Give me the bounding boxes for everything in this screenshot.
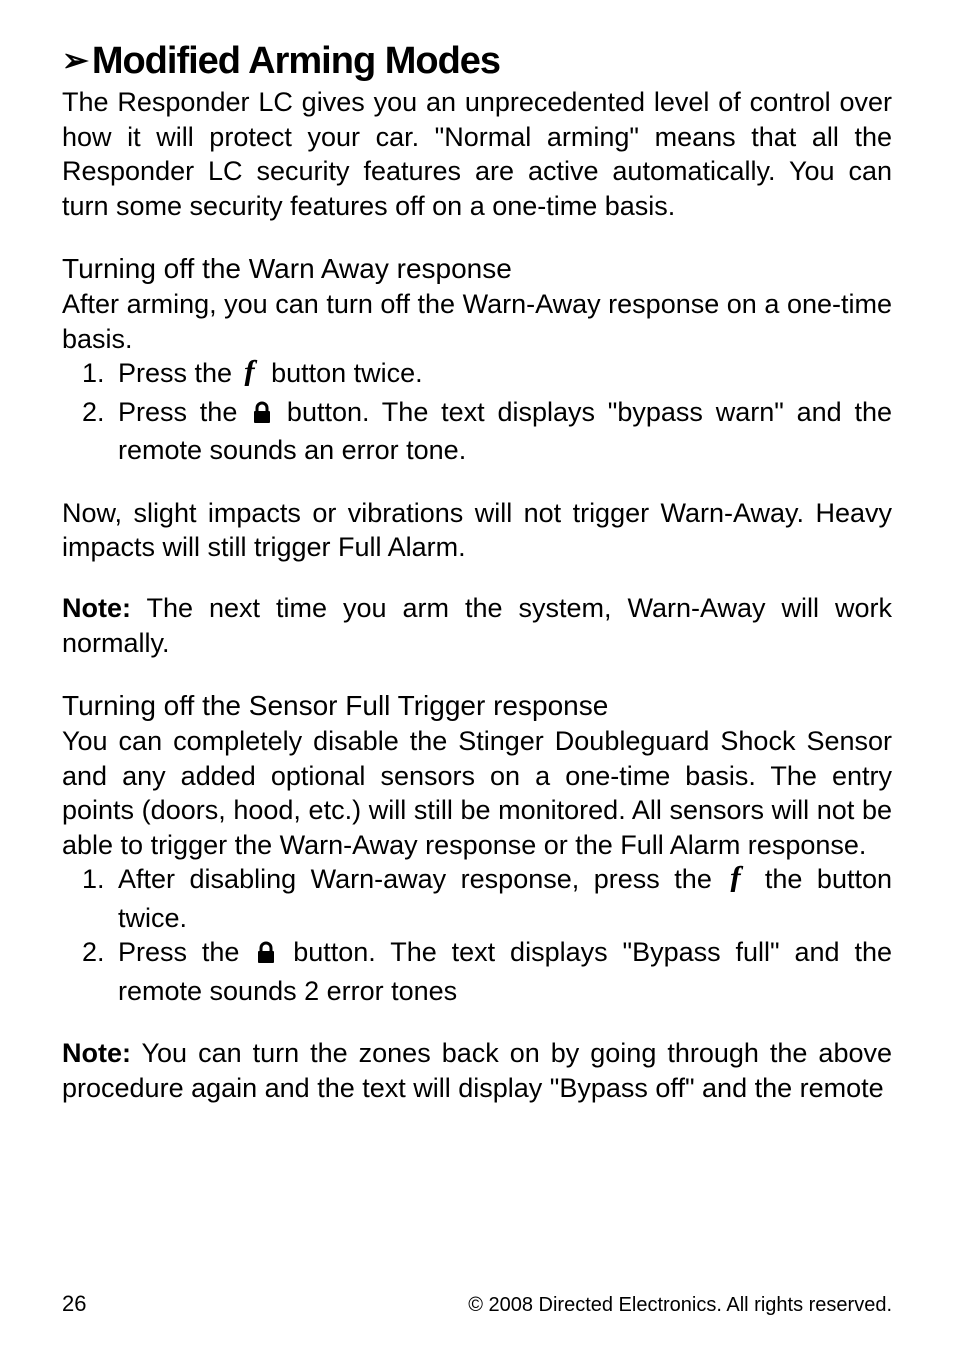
- page-number: 26: [62, 1291, 86, 1317]
- page-heading: ➢Modified Arming Modes: [62, 40, 892, 83]
- section2-note-text: You can turn the zones back on by going …: [62, 1038, 892, 1103]
- section2-step1-pre: After disabling Warn-away response, pres…: [118, 864, 726, 894]
- section1-note-text: The next time you arm the system, Warn-A…: [62, 593, 892, 658]
- section2-intro: You can completely disable the Stinger D…: [62, 724, 892, 862]
- section2-steps: After disabling Warn-away response, pres…: [62, 862, 892, 1008]
- copyright-text: © 2008 Directed Electronics. All rights …: [468, 1294, 892, 1317]
- section1-step2: Press the button. The text displays "byp…: [112, 395, 892, 468]
- section1-intro: After arming, you can turn off the Warn-…: [62, 287, 892, 356]
- section1-note-label: Note:: [62, 593, 131, 623]
- section2-note: Note: You can turn the zones back on by …: [62, 1036, 892, 1105]
- section1-steps: Press the f button twice. Press the butt…: [62, 356, 892, 468]
- page-footer: 26 © 2008 Directed Electronics. All righ…: [62, 1291, 892, 1317]
- heading-title: Modified Arming Modes: [92, 40, 500, 82]
- svg-text:f: f: [730, 864, 744, 892]
- document-page: ➢Modified Arming Modes The Responder LC …: [0, 0, 954, 1359]
- section1-step1-post: button twice.: [264, 358, 423, 388]
- section2-step1: After disabling Warn-away response, pres…: [112, 862, 892, 935]
- intro-paragraph: The Responder LC gives you an unpreceden…: [62, 85, 892, 223]
- section1-para2: Now, slight impacts or vibrations will n…: [62, 496, 892, 565]
- section1-note: Note: The next time you arm the system, …: [62, 591, 892, 660]
- section2-note-label: Note:: [62, 1038, 131, 1068]
- svg-text:f: f: [244, 358, 258, 386]
- section2-step2: Press the button. The text displays "Byp…: [112, 935, 892, 1008]
- section1-step1: Press the f button twice.: [112, 356, 892, 395]
- arrow-icon: ➢: [62, 42, 88, 78]
- section2-step2-pre: Press the: [118, 937, 254, 967]
- function-f-icon: f: [240, 358, 264, 395]
- lock-icon: [254, 939, 278, 974]
- lock-icon: [250, 399, 274, 434]
- section1-title: Turning off the Warn Away response: [62, 253, 892, 285]
- section2-title: Turning off the Sensor Full Trigger resp…: [62, 690, 892, 722]
- section1-step2-pre: Press the: [118, 397, 250, 427]
- section1-step1-pre: Press the: [118, 358, 240, 388]
- function-f-icon: f: [726, 864, 750, 901]
